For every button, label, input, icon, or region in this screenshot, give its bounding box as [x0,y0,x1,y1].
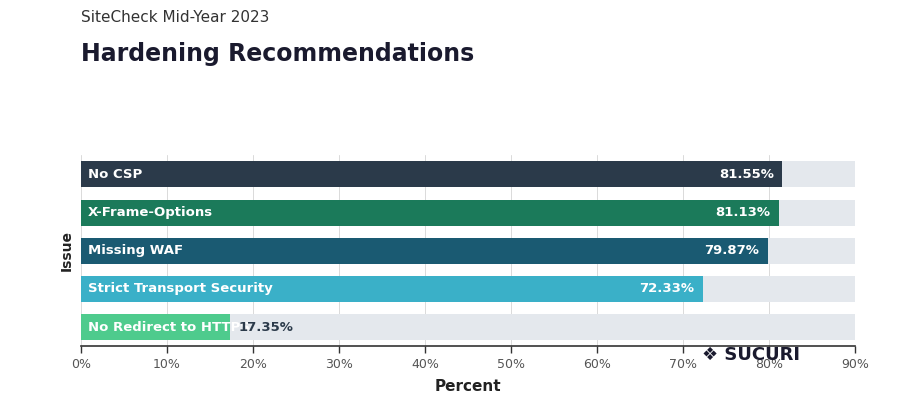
Y-axis label: Issue: Issue [60,230,74,271]
Text: Strict Transport Security: Strict Transport Security [88,283,273,295]
Bar [81,276,855,302]
Bar [81,276,703,302]
Text: No Redirect to HTTPS: No Redirect to HTTPS [88,321,250,334]
Text: SiteCheck Mid-Year 2023: SiteCheck Mid-Year 2023 [81,10,269,25]
Bar [81,314,230,340]
X-axis label: Percent: Percent [435,379,501,394]
Text: No CSP: No CSP [88,168,142,181]
Bar [81,314,855,340]
Bar [81,161,782,187]
Text: Hardening Recommendations: Hardening Recommendations [81,42,474,66]
Bar [81,238,768,264]
Text: X-Frame-Options: X-Frame-Options [88,206,213,219]
Bar [81,199,855,226]
Text: 79.87%: 79.87% [705,244,760,257]
Bar [81,161,855,187]
Bar [81,199,778,226]
Text: 17.35%: 17.35% [238,321,293,334]
Bar [81,238,855,264]
Text: Missing WAF: Missing WAF [88,244,183,257]
Text: 81.55%: 81.55% [719,168,774,181]
Text: 72.33%: 72.33% [639,283,695,295]
Text: 81.13%: 81.13% [716,206,770,219]
Text: ❖ SUCURI: ❖ SUCURI [702,346,800,364]
